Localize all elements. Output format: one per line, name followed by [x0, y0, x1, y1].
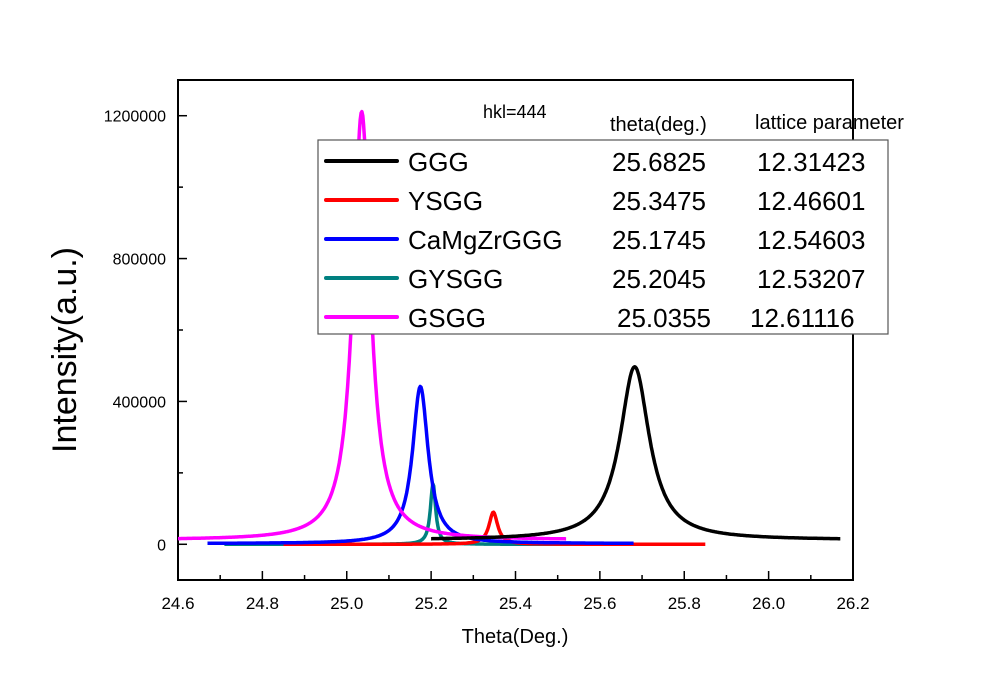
legend-theta-value: 25.0355: [617, 303, 711, 333]
legend-series-name: GYSGG: [408, 264, 503, 294]
x-tick-label: 25.6: [583, 594, 616, 613]
series-line-camgzrggg: [206, 384, 635, 546]
legend-header-theta: theta(deg.): [610, 114, 707, 136]
legend-series-name: GGG: [408, 147, 469, 177]
legend-theta-value: 25.1745: [612, 225, 706, 255]
y-axis-label: Intensity(a.u.): [46, 247, 84, 453]
y-tick-label: 1200000: [104, 109, 166, 126]
legend-lattice-value: 12.54603: [757, 225, 865, 255]
legend-lattice-value: 12.31423: [757, 147, 865, 177]
legend-lattice-value: 12.46601: [757, 186, 865, 216]
x-tick-label: 25.0: [330, 594, 363, 613]
x-tick-label: 25.2: [415, 594, 448, 613]
legend-series-name: GSGG: [408, 303, 486, 333]
x-tick-label: 24.6: [161, 594, 194, 613]
series-line-ysgg: [282, 510, 707, 547]
x-tick-label: 25.4: [499, 594, 532, 613]
legend-theta-value: 25.3475: [612, 186, 706, 216]
legend-series-name: CaMgZrGGG: [408, 225, 563, 255]
legend-lattice-value: 12.53207: [757, 264, 865, 294]
legend-box: [317, 139, 889, 335]
annotation-hkl: hkl=444: [483, 102, 547, 122]
x-tick-label: 26.0: [752, 594, 785, 613]
x-tick-label: 26.2: [836, 594, 869, 613]
legend-theta-value: 25.2045: [612, 264, 706, 294]
y-tick-label: 800000: [113, 252, 166, 269]
y-tick-label: 400000: [113, 394, 166, 411]
x-tick-label: 24.8: [246, 594, 279, 613]
legend-lattice-value: 12.61116: [750, 303, 855, 333]
y-tick-label: 0: [157, 537, 166, 554]
legend-theta-value: 25.6825: [612, 147, 706, 177]
legend-header-lattice: lattice parameter: [755, 112, 904, 134]
x-tick-label: 25.8: [668, 594, 701, 613]
x-axis-label: Theta(Deg.): [462, 626, 569, 648]
series-line-ggg: [430, 365, 842, 541]
series-line-gysgg: [223, 482, 639, 547]
legend-series-name: YSGG: [408, 186, 483, 216]
